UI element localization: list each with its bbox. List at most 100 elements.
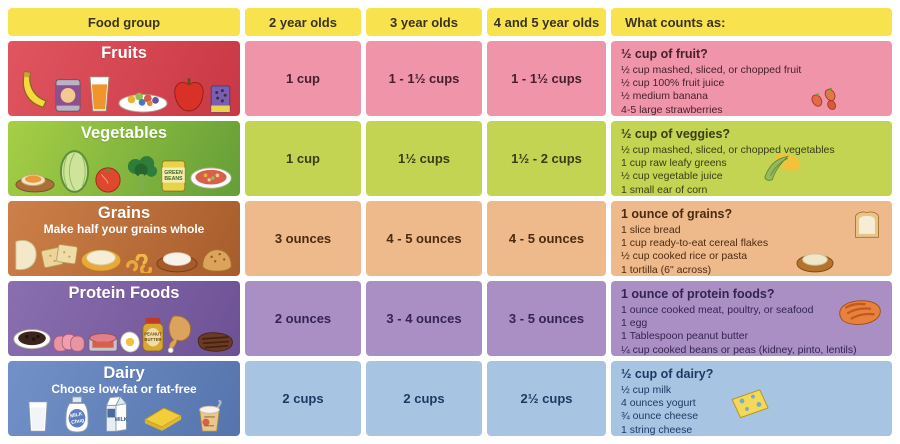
crackers-icon: [40, 244, 78, 269]
dairy-counts-heading: ½ cup of dairy?: [621, 367, 714, 381]
vegetables-counts-heading: ½ cup of veggies?: [621, 127, 731, 141]
protein-group-cell: Protein Foods PEANUT BUTTER: [8, 281, 240, 356]
fruits-counts-heading: ½ cup of fruit?: [621, 47, 708, 61]
vegetables-serving-45yr: 1½ - 2 cups: [487, 121, 606, 196]
dairy-group-cell: Dairy Choose low-fat or fat-free MILK Chu…: [8, 361, 240, 436]
cheese-slices-icon: [144, 407, 183, 431]
svg-text:GREEN: GREEN: [164, 170, 183, 176]
soup-bowl-icon: [190, 167, 232, 189]
dairy-what-counts: ½ cup of dairy? ½ cup milk 4 ounces yogu…: [611, 361, 892, 436]
apple-icon: [174, 78, 204, 112]
grains-what-counts: 1 ounce of grains? 1 slice bread 1 cup r…: [611, 201, 892, 276]
header-4-5-year-olds: 4 and 5 year olds: [487, 8, 606, 36]
strawberries-icon: [811, 87, 836, 110]
macaroni-icon: [126, 254, 152, 273]
vegetables-what-counts: ½ cup of veggies? ½ cup mashed, sliced, …: [611, 121, 892, 196]
grains-subtitle: Make half your grains whole: [43, 222, 205, 236]
counts-item: ¾ ounce cheese: [621, 410, 699, 423]
counts-item: 4-5 large strawberries: [621, 103, 723, 116]
grains-serving-45yr: 4 - 5 ounces: [487, 201, 606, 276]
tomato-icon: [95, 167, 122, 193]
counts-item: 1 cup ready-to-eat cereal flakes: [621, 237, 769, 250]
egg-icon: [120, 331, 140, 353]
dairy-serving-3yr: 2 cups: [366, 361, 482, 436]
header-2-year-olds: 2 year olds: [245, 8, 361, 36]
svg-text:PEANUT: PEANUT: [144, 331, 162, 336]
salmon-steak-icon: [839, 300, 881, 325]
svg-text:Chug: Chug: [70, 417, 84, 426]
grains-serving-3yr: 4 - 5 ounces: [366, 201, 482, 276]
corn-icon: [764, 153, 801, 181]
vegetables-serving-2yr: 1 cup: [245, 121, 361, 196]
fruits-what-counts: ½ cup of fruit? ½ cup mashed, sliced, or…: [611, 41, 892, 116]
fruit-plate-icon: [118, 92, 168, 113]
swiss-cheese-icon: [731, 389, 769, 419]
counts-item: ½ cup mashed, sliced, or chopped vegetab…: [621, 144, 835, 156]
counts-item: ½ cup vegetable juice: [621, 170, 723, 183]
grains-counts-heading: 1 ounce of grains?: [621, 207, 733, 221]
svg-text:MILK: MILK: [115, 417, 128, 423]
tuna-can-icon: [88, 333, 118, 352]
dairy-illustrations: MILK Chug MILK: [8, 395, 240, 436]
dairy-subtitle: Choose low-fat or fat-free: [51, 382, 197, 396]
counts-item: ½ cup mashed, sliced, or chopped fruit: [621, 64, 802, 76]
grains-serving-2yr: 3 ounces: [245, 201, 361, 276]
rice-plate-icon: [156, 252, 198, 273]
steak-icon: [197, 332, 233, 352]
juice-glass-icon: [89, 76, 110, 112]
vegetables-group-cell: Vegetables GREEN BEANS: [8, 121, 240, 196]
counts-item: 1 tortilla (6" across): [621, 263, 712, 276]
grains-title: Grains: [97, 204, 151, 222]
raisin-box-icon: [210, 85, 231, 113]
counts-item: ½ cup 100% fruit juice: [621, 77, 725, 90]
counts-item: 1 egg: [621, 317, 648, 330]
counts-item: 1 slice bread: [621, 224, 681, 236]
counts-item: 4 ounces yogurt: [621, 397, 696, 410]
protein-what-counts: 1 ounce of protein foods? 1 ounce cooked…: [611, 281, 892, 356]
fruits-title: Fruits: [101, 44, 147, 62]
dairy-serving-45yr: 2½ cups: [487, 361, 606, 436]
drumstick-icon: [167, 315, 192, 353]
header-food-group: Food group: [8, 8, 240, 36]
cereal-bowl-icon: [80, 249, 122, 272]
bread-roll-icon: [202, 249, 232, 272]
grains-illustrations: [8, 236, 240, 276]
header-3-year-olds: 3 year olds: [366, 8, 482, 36]
yogurt-cup-icon: [199, 399, 222, 432]
svg-text:BEANS: BEANS: [164, 176, 183, 182]
fruits-serving-3yr: 1 - 1½ cups: [366, 41, 482, 116]
milk-glass-icon: [28, 401, 48, 432]
vegetables-title: Vegetables: [80, 124, 168, 142]
counts-item: 1 Tablespoon peanut butter: [621, 330, 749, 343]
counts-item: ½ cup cooked rice or pasta: [621, 250, 748, 263]
svg-text:BUTTER: BUTTER: [144, 337, 161, 342]
rice-bowl-icon: [796, 253, 834, 273]
protein-serving-2yr: 2 ounces: [245, 281, 361, 356]
dairy-title: Dairy: [103, 364, 145, 382]
vegetables-serving-3yr: 1½ cups: [366, 121, 482, 196]
protein-serving-3yr: 3 - 4 ounces: [366, 281, 482, 356]
header-what-counts: What counts as:: [611, 8, 892, 36]
fruits-serving-2yr: 1 cup: [245, 41, 361, 116]
cucumber-icon: [60, 150, 90, 193]
peach-can-icon: [55, 79, 81, 112]
fruits-serving-45yr: 1 - 1½ cups: [487, 41, 606, 116]
banana-icon: [22, 71, 48, 109]
counts-item: ¼ cup cooked beans or peas (kidney, pint…: [621, 343, 857, 356]
ham-rolls-icon: [53, 333, 85, 352]
fruits-illustrations: [8, 62, 240, 116]
counts-item: 1 ounce cooked meat, poultry, or seafood: [621, 304, 814, 316]
broccoli-icon: [127, 156, 157, 191]
bread-wedge-icon: [15, 240, 37, 271]
toast-board-icon: [15, 174, 55, 193]
bean-bowl-icon: [13, 329, 51, 350]
svg-text:MILK: MILK: [69, 411, 83, 420]
milk-carton-icon: MILK: [106, 395, 128, 432]
dairy-serving-2yr: 2 cups: [245, 361, 361, 436]
protein-title: Protein Foods: [68, 284, 180, 302]
counts-item: 1 cup raw leafy greens: [621, 157, 727, 170]
grains-group-cell: Grains Make half your grains whole: [8, 201, 240, 276]
